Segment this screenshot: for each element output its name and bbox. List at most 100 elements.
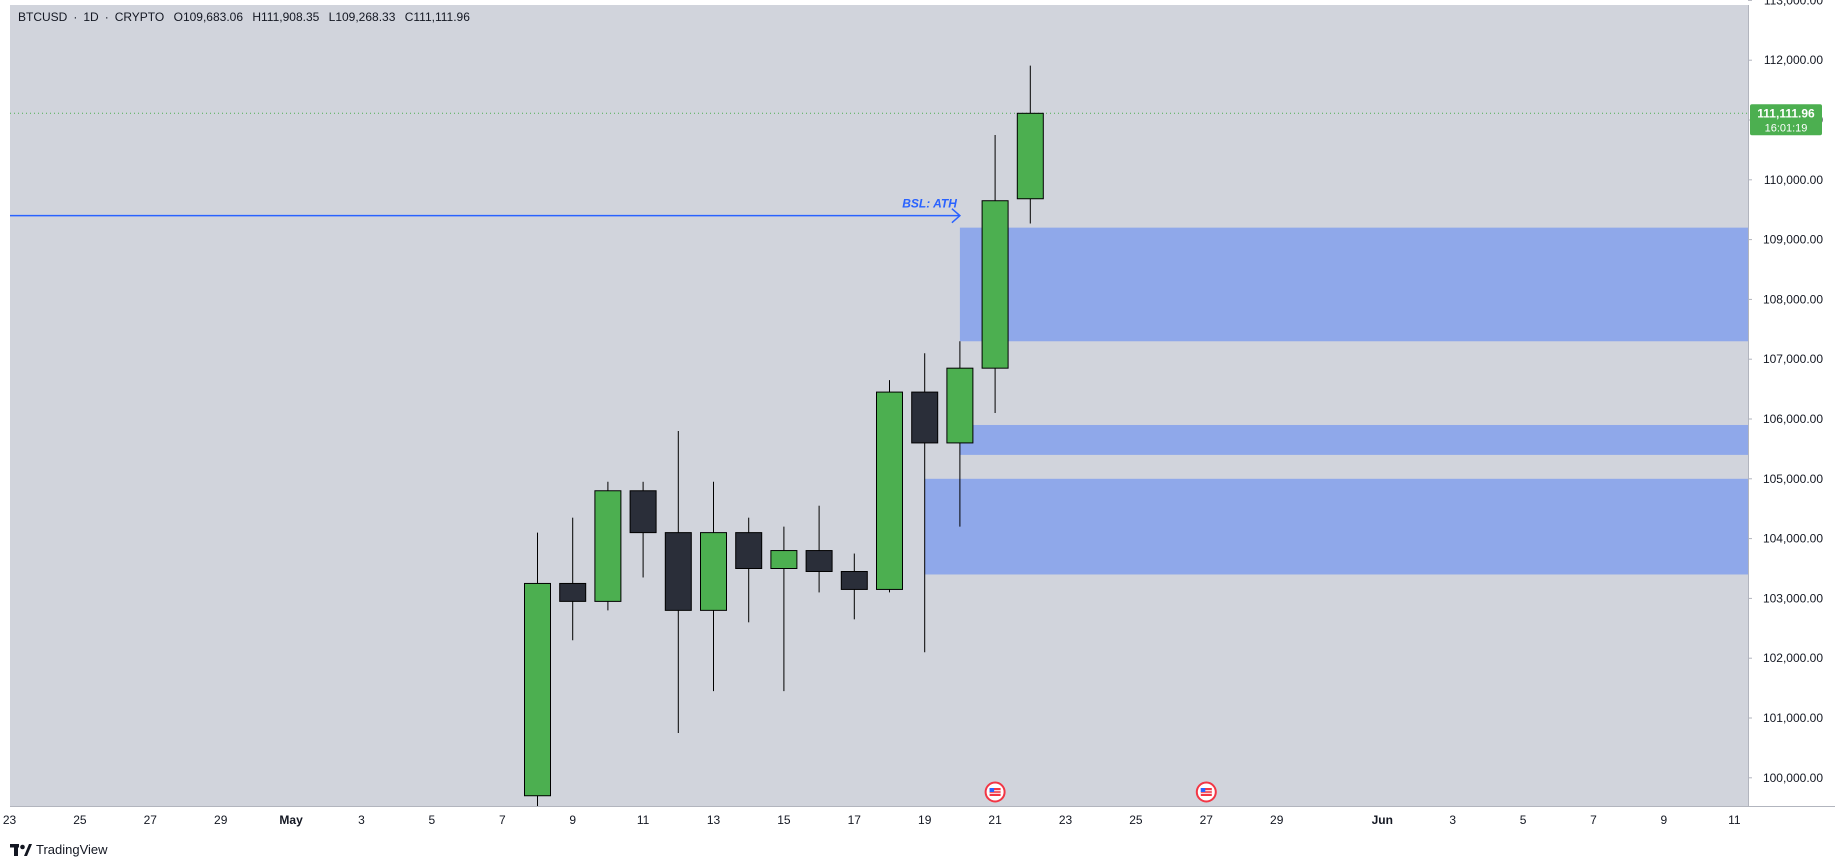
symbol-name[interactable]: BTCUSD xyxy=(18,10,68,24)
last-price-tag-bg xyxy=(1750,104,1822,136)
high-value: H111,908.35 xyxy=(252,10,320,24)
candle-body-up xyxy=(946,367,974,444)
candle xyxy=(805,505,833,593)
candle-body-up xyxy=(594,490,622,602)
x-tick-label: 21 xyxy=(988,813,1002,827)
flag-canton xyxy=(989,788,995,792)
candle xyxy=(770,526,798,692)
last-price-value: 111,111.96 xyxy=(1757,106,1815,120)
candle-body-up xyxy=(876,391,903,590)
liquidity-zone xyxy=(924,478,1748,575)
y-tick-label: 107,000.00 xyxy=(1763,352,1823,366)
time-scale-background xyxy=(10,806,1835,834)
candle-body-down xyxy=(559,582,587,602)
liquidity-zone xyxy=(959,424,1748,455)
x-tick-label: 29 xyxy=(1270,813,1284,827)
interval-label[interactable]: 1D xyxy=(83,10,99,24)
x-tick-label: 3 xyxy=(1449,813,1456,827)
x-tick-label: Jun xyxy=(1372,813,1393,827)
x-tick-label: 23 xyxy=(1059,813,1073,827)
y-tick-label: 101,000.00 xyxy=(1763,711,1823,725)
candle xyxy=(700,481,727,692)
y-tick-label: 112,000.00 xyxy=(1764,53,1823,67)
x-tick-label: May xyxy=(279,813,303,827)
x-tick-label: 7 xyxy=(1590,813,1597,827)
y-tick-label: 103,000.00 xyxy=(1763,591,1823,605)
y-tick-label: 100,000.00 xyxy=(1763,771,1823,785)
flag-body xyxy=(1200,788,1212,796)
candle xyxy=(629,481,657,578)
brand-name: TradingView xyxy=(36,842,108,857)
x-tick-label: 9 xyxy=(569,813,576,827)
candle-body-up xyxy=(1016,112,1044,200)
candle-body-up xyxy=(770,550,798,569)
y-tick-label: 105,000.00 xyxy=(1763,472,1823,486)
liquidity-zone xyxy=(959,227,1748,342)
y-tick-label: 102,000.00 xyxy=(1763,651,1823,665)
x-tick-label: 27 xyxy=(144,813,158,827)
y-tick-label: 109,000.00 xyxy=(1763,233,1823,247)
candle-body-down xyxy=(664,532,692,611)
x-tick-label: 11 xyxy=(637,813,650,827)
x-tick-label: 19 xyxy=(918,813,932,827)
exchange-label: CRYPTO xyxy=(114,10,165,24)
x-tick-label: 25 xyxy=(1129,813,1143,827)
us-event-flag-icon xyxy=(1195,781,1217,803)
x-tick-label: 5 xyxy=(429,813,436,827)
x-tick-label: 17 xyxy=(848,813,862,827)
candle-body-down xyxy=(629,490,657,534)
y-tick-label: 106,000.00 xyxy=(1763,412,1823,426)
bsl-label: BSL: ATH xyxy=(902,197,957,211)
candle xyxy=(946,341,974,527)
open-value: O109,683.06 xyxy=(173,10,244,24)
candle xyxy=(594,481,622,611)
x-tick-label: 25 xyxy=(73,813,87,827)
us-event-flag-icon xyxy=(984,781,1006,803)
candle xyxy=(981,134,1009,414)
x-tick-label: 7 xyxy=(499,813,506,827)
y-tick-label: 104,000.00 xyxy=(1763,532,1823,546)
symbol-legend: BTCUSD · 1D · CRYPTO O109,683.06 H111,908.35… xyxy=(18,10,476,24)
candle xyxy=(840,553,868,620)
last-price-tag: 111,111.96 16:01:19 xyxy=(1750,104,1822,136)
y-tick-label: 110,000.00 xyxy=(1764,173,1823,187)
y-tick-label: 108,000.00 xyxy=(1763,292,1823,306)
tradingview-logo-icon xyxy=(10,843,32,856)
bsl-arrow-head xyxy=(951,208,962,224)
candle-body-up xyxy=(981,200,1009,369)
candle xyxy=(524,532,551,806)
candle-body-down xyxy=(840,570,868,590)
bar-close-countdown: 16:01:19 xyxy=(1765,122,1808,134)
x-tick-label: 11 xyxy=(1728,813,1741,827)
candle-body-down xyxy=(911,391,939,444)
candle-body-down xyxy=(805,550,833,572)
x-tick-label: 15 xyxy=(777,813,791,827)
tradingview-brand[interactable]: TradingView xyxy=(10,842,108,857)
candle xyxy=(911,353,939,653)
x-tick-label: 27 xyxy=(1200,813,1214,827)
candle xyxy=(1016,65,1044,224)
close-value: C111,111.96 xyxy=(404,10,470,24)
legend-dot: · xyxy=(73,10,78,24)
candle xyxy=(876,380,903,593)
y-tick-label: 113,000.00 xyxy=(1764,0,1823,7)
low-value: L109,268.33 xyxy=(328,10,396,24)
candle xyxy=(664,430,692,733)
x-tick-label: 5 xyxy=(1520,813,1527,827)
x-tick-label: 29 xyxy=(214,813,228,827)
flag-canton xyxy=(1200,788,1206,792)
plot-area: BSL: ATH xyxy=(10,65,1748,806)
legend-dot: · xyxy=(104,10,109,24)
x-tick-label: 13 xyxy=(707,813,721,827)
candle xyxy=(735,517,763,623)
candle-body-up xyxy=(524,582,551,797)
flag-body xyxy=(989,788,1001,796)
x-tick-label: 9 xyxy=(1661,813,1668,827)
price-scale-background xyxy=(1748,5,1835,806)
x-tick-label: 23 xyxy=(3,813,17,827)
candle xyxy=(559,517,587,641)
candle-body-up xyxy=(700,532,727,611)
candle-body-down xyxy=(735,532,763,569)
